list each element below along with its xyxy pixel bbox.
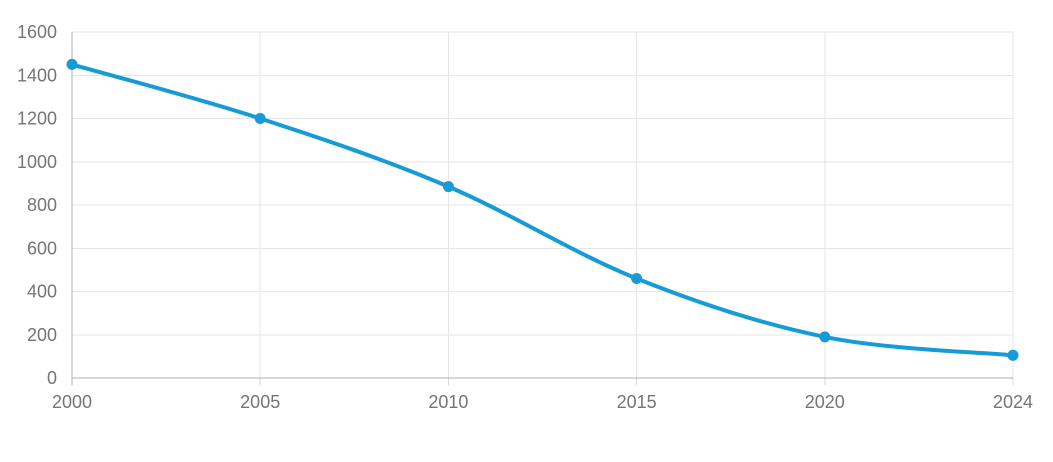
y-tick-label: 1000 [17,152,57,172]
y-tick-label: 0 [47,368,57,388]
y-tick-label: 800 [27,195,57,215]
data-point[interactable] [1007,349,1019,361]
y-tick-label: 1200 [17,109,57,129]
x-tick-label: 2005 [240,392,280,412]
x-tick-label: 2024 [993,392,1033,412]
data-point[interactable] [66,58,78,70]
x-tick-label: 2020 [805,392,845,412]
y-tick-label: 400 [27,282,57,302]
data-point[interactable] [442,181,454,193]
line-series-path [70,62,1015,358]
y-tick-label: 600 [27,238,57,258]
data-point[interactable] [254,113,266,124]
data-point[interactable] [631,273,643,284]
y-tick-label: 1600 [17,22,57,42]
x-tick-label: 2000 [52,392,92,412]
y-tick-label: 200 [27,325,57,345]
x-tick-label: 2010 [428,392,468,412]
y-tick-label: 1400 [17,65,57,85]
x-tick-label: 2015 [617,392,657,412]
data-point[interactable] [819,331,831,343]
